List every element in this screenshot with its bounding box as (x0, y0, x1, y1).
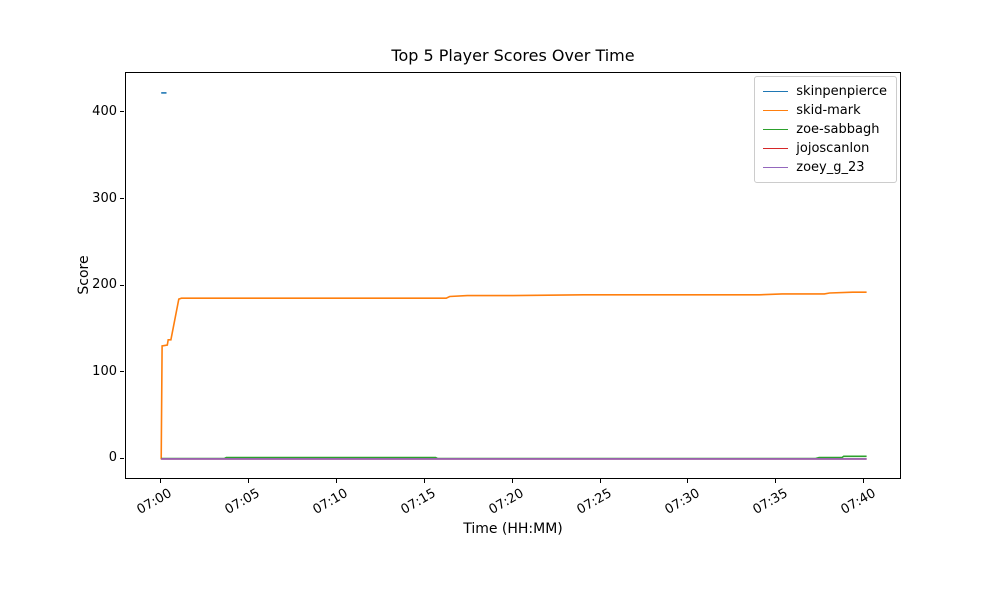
series-plot (160, 92, 867, 460)
legend-label: zoe-sabbagh (796, 122, 880, 137)
legend-label: jojoscanlon (796, 141, 870, 156)
x-tick-mark (863, 479, 865, 483)
legend-item-zoey_g_23: zoey_g_23 (763, 158, 887, 177)
plot-area: skinpenpierce skid-mark zoe-sabbagh jojosca… (125, 72, 901, 479)
y-tick-label: 300 (92, 190, 117, 206)
y-tick-mark (120, 198, 124, 199)
series-line-skid-mark (160, 291, 867, 460)
y-tick-mark (120, 457, 124, 459)
x-tick-mark (775, 479, 777, 483)
y-tick-label: 100 (92, 363, 117, 379)
x-tick-mark (599, 479, 601, 483)
x-tick-mark (159, 479, 161, 483)
legend-line-swatch (763, 148, 789, 149)
y-axis-label: Score (76, 255, 92, 295)
x-tick-mark (423, 479, 425, 483)
x-tick-mark (511, 479, 513, 483)
x-tick-label: 07:05 (222, 486, 263, 518)
legend-line-swatch (763, 110, 789, 111)
x-tick-label: 07:30 (662, 486, 703, 518)
y-tick-label: 0 (108, 450, 117, 466)
y-tick-mark (120, 371, 124, 373)
y-tick-label: 400 (92, 103, 117, 119)
legend-item-skinpenpierce: skinpenpierce (763, 82, 887, 101)
x-tick-label: 07:00 (134, 486, 175, 518)
legend: skinpenpierce skid-mark zoe-sabbagh jojosca… (754, 76, 897, 183)
x-tick-label: 07:10 (310, 486, 351, 518)
x-tick-label: 07:15 (398, 486, 439, 518)
legend-label: skid-mark (796, 103, 861, 118)
legend-label: zoey_g_23 (796, 160, 865, 175)
legend-item-jojoscanlon: jojoscanlon (763, 139, 887, 158)
legend-line-swatch (763, 129, 789, 130)
legend-item-skid-mark: skid-mark (763, 101, 887, 120)
legend-line-swatch (763, 91, 789, 92)
x-tick-label: 07:25 (574, 486, 615, 518)
x-tick-label: 07:40 (838, 486, 879, 518)
y-tick-mark (120, 284, 124, 286)
x-tick-mark (247, 479, 249, 483)
legend-label: skinpenpierce (796, 84, 887, 99)
legend-item-zoe-sabbagh: zoe-sabbagh (763, 120, 887, 139)
legend-line-swatch (763, 167, 789, 168)
x-tick-mark (335, 479, 337, 483)
chart-title: Top 5 Player Scores Over Time (391, 46, 635, 65)
x-tick-mark (687, 479, 689, 483)
y-tick-label: 200 (92, 277, 117, 293)
x-tick-label: 07:35 (750, 486, 791, 518)
y-tick-mark (120, 111, 124, 113)
x-axis-label: Time (HH:MM) (463, 521, 563, 537)
x-tick-label: 07:20 (486, 486, 527, 518)
